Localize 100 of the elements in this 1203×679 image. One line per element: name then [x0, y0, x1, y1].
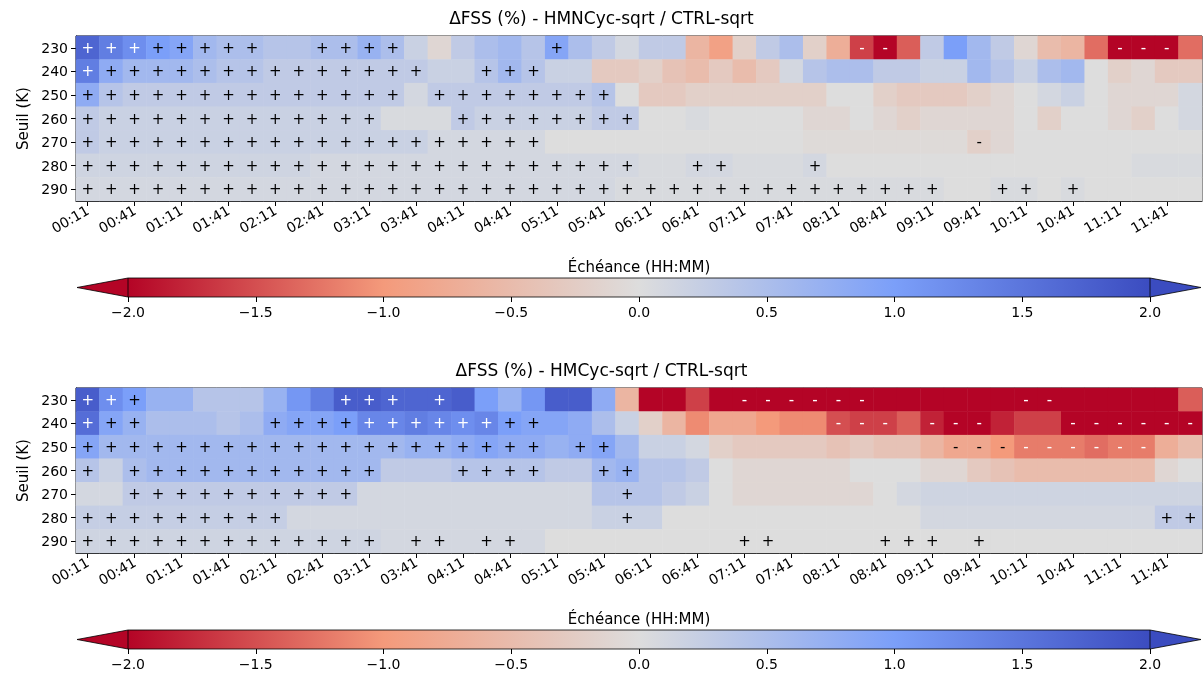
data-label: +: [316, 532, 329, 551]
data-label: -: [1140, 437, 1147, 456]
data-label: +: [245, 62, 259, 81]
data-label: +: [550, 156, 564, 175]
color-bar-label: −0.5: [494, 304, 529, 320]
data-label: +: [503, 437, 517, 456]
data-label: +: [620, 180, 634, 199]
data-label: +: [198, 532, 212, 551]
data-label: -: [1164, 414, 1170, 433]
data-label: +: [667, 180, 681, 199]
x-axis-title: Échéance (HH:MM): [567, 256, 711, 276]
data-label: +: [175, 109, 188, 128]
data-label: -: [929, 414, 935, 433]
data-label: +: [339, 485, 353, 504]
data-label: +: [269, 508, 282, 527]
x-axis-title: Échéance (HH:MM): [567, 608, 711, 628]
data-label: +: [597, 461, 611, 480]
data-label: +: [104, 180, 118, 199]
data-label: +: [527, 156, 540, 175]
data-label: +: [362, 85, 376, 104]
data-label: -: [812, 390, 818, 409]
y-axis-title: Seuil (K): [13, 87, 32, 150]
data-label: +: [386, 437, 399, 456]
data-label: +: [386, 156, 399, 175]
data-label: +: [292, 485, 306, 504]
data-label: +: [198, 133, 212, 152]
data-label: +: [644, 180, 658, 199]
data-label: +: [245, 461, 259, 480]
data-label: +: [738, 180, 751, 199]
color-bar-label: −2.0: [111, 304, 145, 320]
data-label: -: [835, 390, 842, 409]
data-label: -: [976, 414, 982, 433]
data-label: +: [81, 532, 95, 551]
data-label: +: [222, 508, 235, 527]
data-label: +: [222, 85, 235, 104]
data-label: +: [409, 62, 423, 81]
data-label: +: [128, 156, 141, 175]
data-label: +: [292, 461, 306, 480]
data-label: +: [81, 85, 95, 104]
data-label: +: [527, 109, 540, 128]
data-label: +: [269, 414, 282, 433]
color-bar-label: 1.5: [1011, 304, 1034, 320]
data-label: +: [269, 485, 282, 504]
data-label: +: [316, 109, 329, 128]
data-label: +: [104, 38, 118, 57]
data-label: +: [808, 180, 822, 199]
data-label: +: [480, 414, 493, 433]
data-label: +: [456, 414, 470, 433]
y-tick-label: 230: [41, 39, 68, 56]
data-label: +: [104, 390, 118, 409]
data-label: +: [104, 156, 118, 175]
data-label: +: [456, 437, 470, 456]
data-label: +: [292, 109, 306, 128]
data-label: +: [222, 461, 235, 480]
data-label: +: [339, 38, 353, 57]
color-bar-label: 0.5: [755, 656, 778, 672]
data-label: +: [269, 133, 282, 152]
data-label: +: [386, 85, 399, 104]
data-label: +: [339, 414, 353, 433]
data-label: +: [245, 156, 259, 175]
data-label: +: [550, 85, 564, 104]
data-label: +: [151, 62, 165, 81]
data-label: +: [269, 156, 282, 175]
y-tick-label: 290: [41, 181, 68, 198]
color-bar-label: −1.0: [366, 656, 401, 672]
data-label: +: [269, 62, 282, 81]
data-label: -: [859, 390, 865, 409]
data-label: +: [316, 437, 329, 456]
color-bar-label: −2.0: [111, 656, 145, 672]
data-label: +: [456, 461, 470, 480]
data-label: +: [808, 156, 822, 175]
data-label: +: [175, 461, 188, 480]
data-label: +: [362, 38, 376, 57]
data-label: +: [175, 437, 188, 456]
data-label: +: [433, 85, 446, 104]
data-label: +: [339, 180, 353, 199]
data-label: +: [409, 156, 423, 175]
data-label: +: [316, 85, 329, 104]
y-tick-label: 280: [41, 509, 68, 526]
data-label: -: [1093, 437, 1100, 456]
data-label: +: [902, 532, 916, 551]
data-label: +: [198, 437, 212, 456]
data-label: +: [409, 180, 423, 199]
data-label: +: [128, 109, 141, 128]
data-label: +: [574, 437, 587, 456]
data-label: +: [269, 85, 282, 104]
data-label: +: [691, 180, 704, 199]
data-label: +: [761, 532, 775, 551]
data-label: +: [245, 532, 259, 551]
data-label: +: [855, 180, 869, 199]
data-label: +: [362, 62, 376, 81]
y-tick-label: 250: [41, 438, 68, 455]
data-label: +: [269, 437, 282, 456]
data-label: +: [104, 85, 118, 104]
data-label: +: [339, 109, 353, 128]
data-label: +: [362, 180, 376, 199]
data-label: +: [339, 133, 353, 152]
data-label: +: [245, 133, 259, 152]
data-label: +: [222, 109, 235, 128]
data-label: +: [128, 508, 141, 527]
